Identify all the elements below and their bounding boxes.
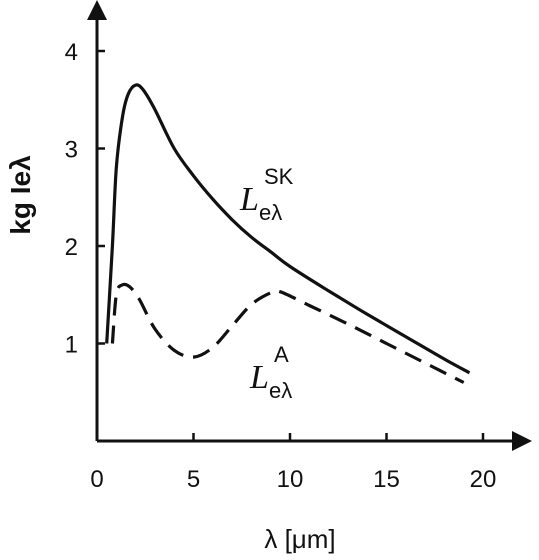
ticks: 0 5 10 15 20 1 2 3 4: [65, 39, 497, 493]
x-tick-label: 10: [277, 466, 304, 493]
x-axis-title: λ [μm]: [264, 524, 335, 554]
x-tick-label: 20: [470, 466, 497, 493]
y-tick-label: 2: [65, 234, 78, 261]
series-label-main: L: [239, 181, 259, 218]
series-label-sup: A: [274, 342, 289, 367]
y-tick-label: 1: [65, 332, 78, 359]
axes: [87, 0, 532, 451]
series-label-sup: SK: [264, 164, 294, 189]
series-label-sub: eλ: [259, 200, 282, 225]
series-line-a: [110, 282, 465, 384]
series-line-sk: [105, 83, 471, 375]
x-tick-label: 5: [187, 466, 200, 493]
x-tick-label: 15: [373, 466, 400, 493]
x-tick-label: 0: [90, 466, 103, 493]
x-axis-arrow: [512, 431, 532, 451]
series-label-sub: eλ: [269, 378, 292, 403]
series-layer: [105, 83, 471, 384]
y-tick-label: 3: [65, 137, 78, 164]
y-axis-arrow: [87, 0, 107, 20]
series-label-main: L: [249, 359, 269, 396]
y-tick-label: 4: [65, 39, 78, 66]
y-axis-title: kg Ieλ: [5, 155, 36, 235]
